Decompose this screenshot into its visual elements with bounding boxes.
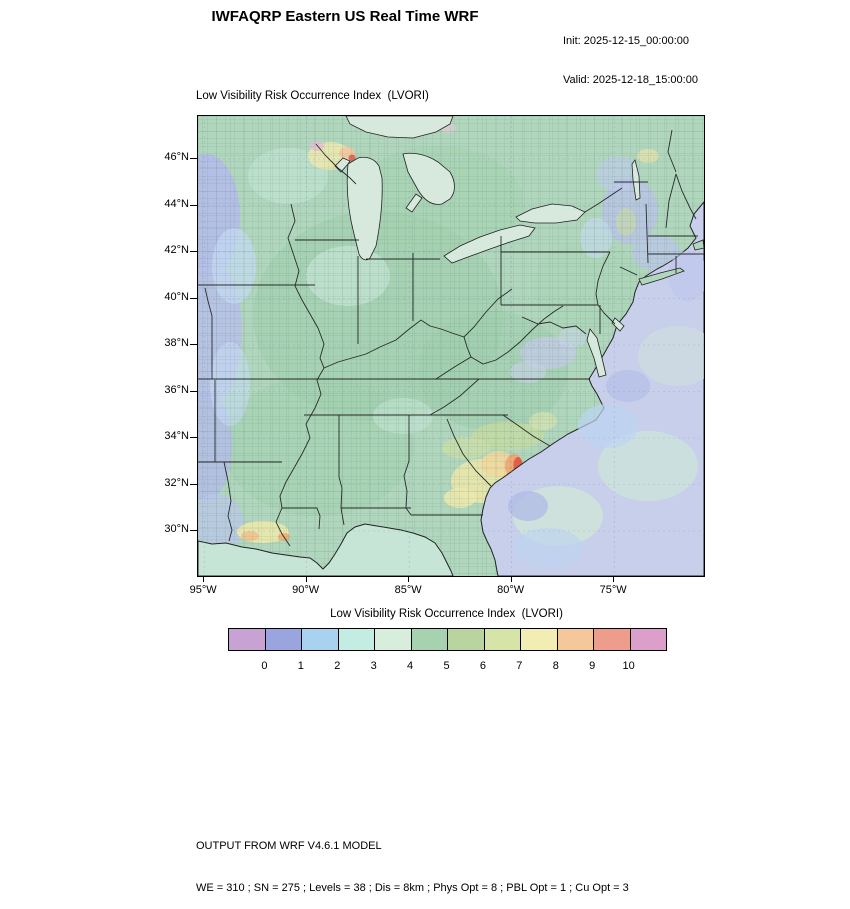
- colorbar-cell: [410, 629, 447, 650]
- colorbar-tick-label: 9: [589, 660, 596, 672]
- lake-ontario: [515, 203, 586, 224]
- model-config-footer: OUTPUT FROM WRF V4.6.1 MODEL WE = 310 ; …: [196, 811, 629, 909]
- colorbar-tick-label: 0: [261, 660, 268, 672]
- lat-tick-mark: [190, 437, 197, 438]
- lat-tick-mark: [190, 483, 197, 485]
- mississippi-river-border: [275, 203, 325, 547]
- lon-tick-mark: [408, 576, 410, 582]
- colorbar-tick-label: 10: [622, 660, 635, 672]
- colorbar-cell: [447, 629, 484, 650]
- colorbar-cell: [229, 629, 265, 650]
- lake-huron: [402, 152, 455, 205]
- midatlantic-borders: [470, 236, 638, 365]
- lat-tick-mark: [190, 158, 197, 159]
- map-title: Low Visibility Risk Occurrence Index (LV…: [196, 90, 429, 102]
- saginaw-bay: [405, 193, 423, 213]
- colorbar-cell: [556, 629, 593, 650]
- lat-tick-mark: [190, 390, 197, 392]
- colorbar: [228, 628, 667, 651]
- lat-tick-label: 46°N: [164, 151, 189, 163]
- colorbar-tick-label: 5: [443, 660, 450, 672]
- lat-tick-label: 30°N: [164, 523, 189, 535]
- map-plot-area: [197, 115, 705, 577]
- colorbar-cell: [483, 629, 520, 650]
- init-time-label: Init: 2025-12-15_00:00:00: [563, 35, 689, 47]
- lat-tick-label: 36°N: [164, 383, 189, 396]
- lon-tick-label: 75°W: [599, 584, 627, 596]
- lat-tick-label: 32°N: [164, 476, 189, 489]
- lon-tick-mark: [613, 576, 615, 582]
- colorbar-cell: [301, 629, 338, 650]
- colorbar-cell: [520, 629, 557, 650]
- page-title: IWFAQRP Eastern US Real Time WRF: [211, 8, 479, 25]
- lat-tick-mark: [190, 530, 197, 531]
- chesapeake-bay: [586, 328, 607, 378]
- ocean-value-patches: [508, 251, 704, 568]
- model-run-info: Init: 2025-12-15_00:00:00 Valid: 2025-12…: [563, 9, 698, 100]
- footer-line2: WE = 310 ; SN = 275 ; Levels = 38 ; Dis …: [196, 882, 629, 894]
- lake-champlain: [631, 159, 641, 201]
- valid-time-label: Valid: 2025-12-18_15:00:00: [563, 74, 698, 86]
- colorbar-cell: [264, 629, 301, 650]
- lon-tick-mark: [305, 576, 307, 582]
- lon-tick-label: 90°W: [292, 584, 320, 596]
- lat-tick-mark: [190, 204, 197, 206]
- colorbar-tick-label: 6: [479, 660, 486, 672]
- lat-tick-label: 38°N: [164, 337, 189, 349]
- colorbar-cell: [337, 629, 374, 650]
- lat-tick-label: 40°N: [164, 290, 189, 303]
- colorbar-tick-label: 3: [370, 660, 377, 672]
- lon-tick-mark: [203, 576, 205, 582]
- long-island: [638, 267, 685, 286]
- northeast-borders: [584, 129, 704, 273]
- lat-tick-mark: [190, 251, 197, 252]
- lon-tick-label: 85°W: [394, 584, 422, 596]
- colorbar-tick-label: 2: [334, 660, 341, 672]
- lon-tick-mark: [510, 576, 512, 582]
- colorbar-tick-label: 8: [552, 660, 559, 672]
- lake-superior: [345, 116, 454, 139]
- gulf-of-mexico: [198, 523, 454, 576]
- colorbar-tick-label: 7: [516, 660, 523, 672]
- lake-erie: [443, 224, 536, 264]
- colorbar-tick-label: 4: [407, 660, 414, 672]
- footer-line1: OUTPUT FROM WRF V4.6.1 MODEL: [196, 840, 382, 852]
- cape-cod: [692, 239, 704, 251]
- lon-tick-label: 80°W: [497, 584, 525, 596]
- lake-michigan: [346, 156, 383, 261]
- lat-tick-label: 44°N: [164, 197, 189, 210]
- delaware-bay: [611, 317, 625, 332]
- colorbar-cell: [374, 629, 411, 650]
- lat-tick-label: 34°N: [164, 430, 189, 442]
- lvori-map-svg: [198, 116, 704, 576]
- colorbar-cell: [629, 629, 666, 650]
- midwest-borders: [198, 143, 440, 542]
- state-borders: [198, 129, 704, 547]
- graticule: [198, 116, 704, 576]
- colorbar-tick-label: 1: [297, 660, 304, 672]
- colorbar-cell: [593, 629, 630, 650]
- coastal-land: [638, 239, 704, 286]
- southeast-borders: [338, 414, 551, 526]
- colorbar-title: Low Visibility Risk Occurrence Index (LV…: [330, 608, 563, 620]
- la-ms-border: [282, 507, 321, 530]
- lat-tick-mark: [190, 344, 197, 345]
- lat-tick-mark: [190, 297, 197, 299]
- lon-tick-label: 95°W: [189, 584, 217, 596]
- great-lakes: [334, 116, 641, 378]
- lat-tick-label: 42°N: [164, 244, 189, 256]
